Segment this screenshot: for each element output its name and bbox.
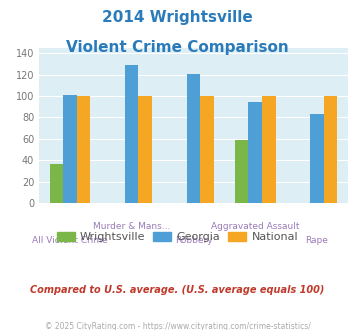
Bar <box>63 95 77 203</box>
Text: Rape: Rape <box>306 236 328 245</box>
Text: Murder & Mans...: Murder & Mans... <box>93 222 170 231</box>
Bar <box>248 102 262 203</box>
Bar <box>187 74 200 203</box>
Text: © 2025 CityRating.com - https://www.cityrating.com/crime-statistics/: © 2025 CityRating.com - https://www.city… <box>45 322 310 330</box>
Text: Violent Crime Comparison: Violent Crime Comparison <box>66 40 289 54</box>
Bar <box>77 96 90 203</box>
Text: All Violent Crime: All Violent Crime <box>32 236 108 245</box>
Bar <box>50 164 63 203</box>
Bar <box>125 65 138 203</box>
Bar <box>200 96 214 203</box>
Bar <box>235 140 248 203</box>
Text: Aggravated Assault: Aggravated Assault <box>211 222 300 231</box>
Bar <box>262 96 275 203</box>
Bar <box>324 96 337 203</box>
Bar <box>138 96 152 203</box>
Legend: Wrightsville, Georgia, National: Wrightsville, Georgia, National <box>52 228 303 247</box>
Text: Robbery: Robbery <box>175 236 212 245</box>
Text: 2014 Wrightsville: 2014 Wrightsville <box>102 10 253 25</box>
Text: Compared to U.S. average. (U.S. average equals 100): Compared to U.S. average. (U.S. average … <box>30 285 325 295</box>
Bar <box>310 114 324 203</box>
